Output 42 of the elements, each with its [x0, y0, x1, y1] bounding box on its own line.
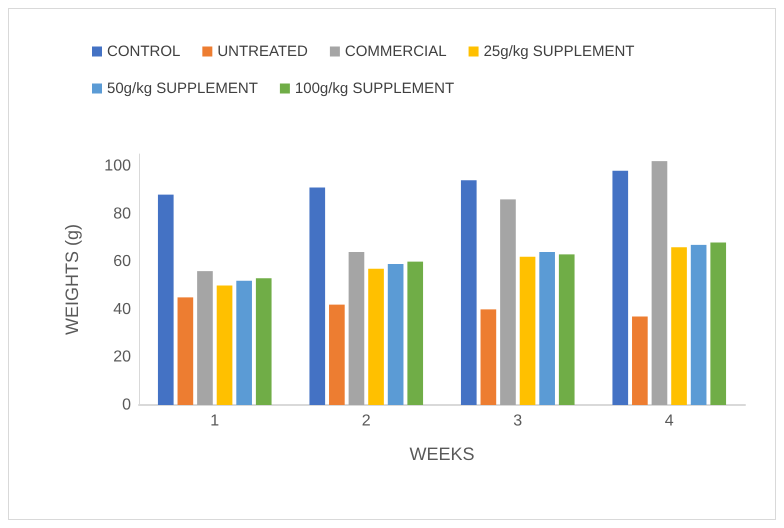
- x-tick-label: 2: [362, 412, 371, 430]
- x-tick-label: 1: [210, 412, 220, 430]
- bar: [710, 242, 726, 405]
- bar: [558, 254, 575, 405]
- legend-label: UNTREATED: [217, 43, 308, 60]
- y-tick-label: 20: [113, 348, 132, 366]
- y-tick-label: 80: [113, 205, 132, 222]
- x-tick-label: 3: [513, 412, 522, 430]
- bar: [612, 170, 628, 405]
- legend-label: 100g/kg SUPPLEMENT: [294, 80, 454, 97]
- bar: [197, 271, 213, 405]
- bar: [178, 297, 194, 405]
- bar: [388, 264, 404, 405]
- y-tick-label: 100: [104, 157, 132, 174]
- bar: [236, 280, 252, 405]
- legend-label: CONTROL: [107, 43, 180, 60]
- bar: [480, 309, 496, 405]
- bar: [690, 244, 706, 405]
- bar: [500, 199, 516, 405]
- y-tick-label: 0: [122, 396, 132, 414]
- y-tick-label: 60: [113, 253, 132, 270]
- x-tick-label: 4: [664, 412, 674, 430]
- y-axis-title: WEIGHTS (g): [62, 224, 82, 335]
- legend-label: 25g/kg SUPPLEMENT: [484, 43, 634, 60]
- bar: [671, 247, 687, 405]
- legend-label: COMMERCIAL: [344, 43, 447, 60]
- x-axis-title: WEEKS: [409, 444, 475, 464]
- bar: [652, 161, 668, 405]
- bar: [539, 252, 555, 405]
- bar: [158, 194, 174, 405]
- bar: [309, 187, 326, 405]
- y-tick-label: 40: [113, 300, 132, 318]
- bar: [329, 304, 345, 405]
- bar: [348, 252, 364, 405]
- bar: [368, 268, 384, 405]
- bar: [460, 180, 477, 405]
- bar: [216, 285, 232, 405]
- bar: [520, 256, 536, 405]
- bar: [256, 278, 272, 405]
- bar: [632, 316, 648, 405]
- legend-label: 50g/kg SUPPLEMENT: [107, 80, 258, 97]
- bar: [407, 262, 424, 405]
